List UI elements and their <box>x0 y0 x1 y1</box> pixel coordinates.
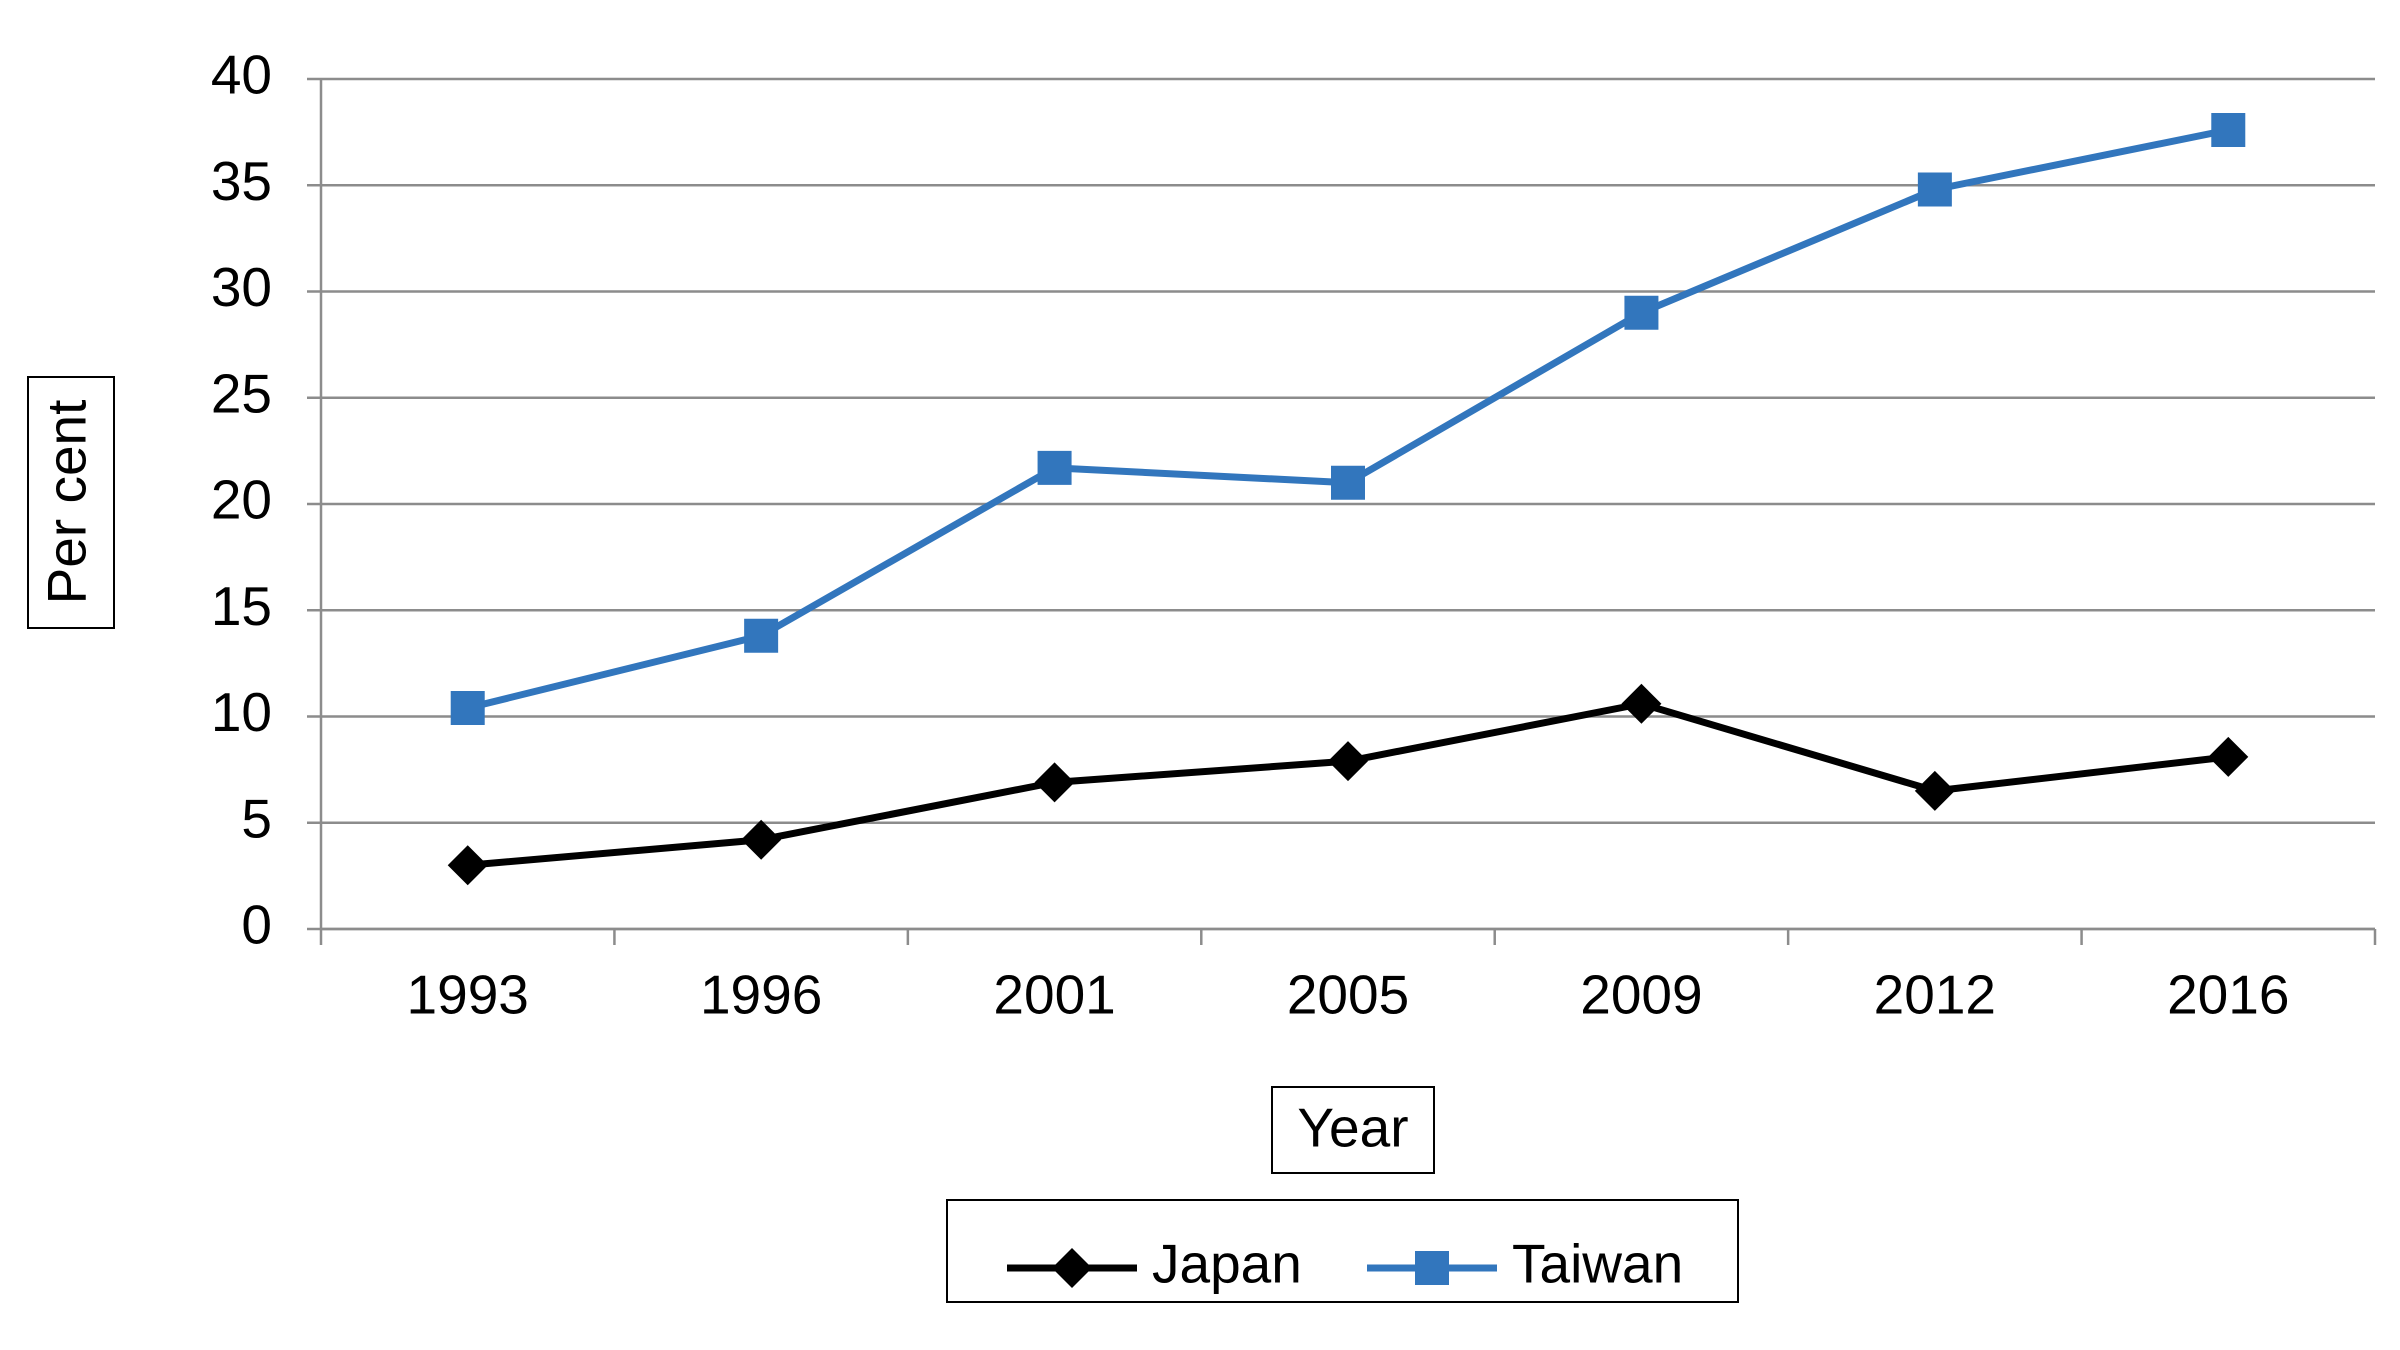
point <box>1037 450 1072 485</box>
x-tick-label: 2005 <box>1287 964 1409 1026</box>
point <box>1034 762 1075 803</box>
y-tick-label: 5 <box>241 787 272 849</box>
legend-box <box>946 1199 1739 1303</box>
y-axis-title: Per cent <box>36 400 98 605</box>
point <box>1914 770 1955 811</box>
y-axis-title-box <box>27 376 115 629</box>
y-tick-label: 15 <box>211 575 272 637</box>
y-tick-label: 0 <box>241 894 272 956</box>
point <box>447 845 488 886</box>
legend-label: Japan <box>1152 1233 1302 1295</box>
x-tick-label: 2016 <box>2167 964 2289 1026</box>
x-axis-title-box <box>1271 1086 1435 1174</box>
y-tick-label: 10 <box>211 681 272 743</box>
point <box>1621 683 1662 724</box>
x-tick-label: 1993 <box>407 964 529 1026</box>
x-tick-label: 2001 <box>993 964 1115 1026</box>
y-tick-label: 25 <box>211 362 272 424</box>
legend-label: Taiwan <box>1512 1233 1683 1295</box>
point <box>2208 736 2249 777</box>
point <box>1328 741 1368 782</box>
legend-marker <box>1415 1251 1449 1285</box>
y-tick-label: 35 <box>211 150 272 212</box>
point <box>741 819 782 860</box>
y-tick-label: 20 <box>211 469 272 531</box>
y-tick-label: 40 <box>211 44 272 106</box>
y-tick-label: 30 <box>211 256 272 318</box>
point <box>450 691 485 725</box>
series-line <box>466 126 2229 712</box>
point <box>1331 465 1365 500</box>
legend-marker <box>1052 1248 1092 1288</box>
x-tick-label: 2009 <box>1580 964 1702 1026</box>
point <box>1624 295 1659 330</box>
x-tick-label: 2012 <box>1874 964 1996 1026</box>
series-line <box>467 700 2229 869</box>
point <box>1917 172 1952 207</box>
x-axis-title: Year <box>1297 1097 1408 1159</box>
x-tick-label: 1996 <box>700 964 822 1026</box>
point <box>744 618 779 653</box>
point <box>2211 113 2246 147</box>
